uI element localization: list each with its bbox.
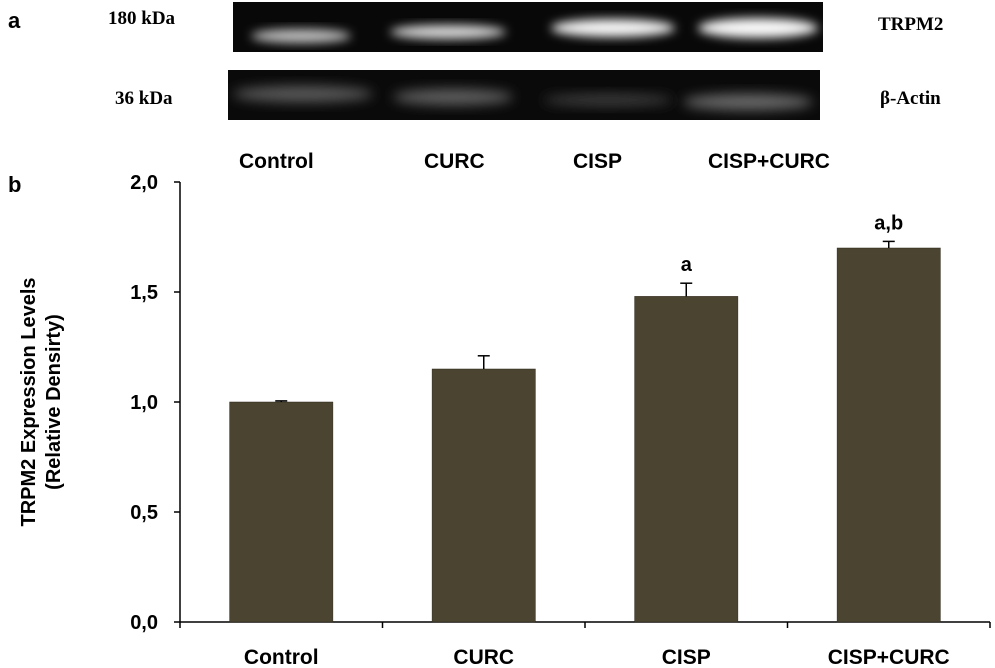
- actin-size-label: 36 kDa: [115, 88, 173, 109]
- bar-curc: [431, 368, 536, 623]
- lane-label-curc: CURC: [424, 150, 485, 173]
- significance-annotation: a,b: [874, 212, 903, 234]
- x-category-label: CISP: [662, 646, 711, 668]
- y-tick-label: 0,5: [130, 502, 158, 524]
- y-axis-label-line2: (Relative Densirty): [43, 314, 65, 490]
- actin-band-cisp: [543, 94, 673, 106]
- trpm2-blot-bands: [251, 18, 818, 43]
- actin-blot-bands: [233, 86, 813, 110]
- lane-label-control: Control: [239, 150, 314, 173]
- lane-label-cisp-curc: CISP+CURC: [708, 150, 830, 173]
- trpm2-band-control: [251, 29, 351, 43]
- bar-cisp-curc: [836, 247, 941, 623]
- panel-a-letter: a: [8, 8, 21, 33]
- y-axis-label-line1: TRPM2 Expression Levels: [18, 278, 40, 527]
- trpm2-band-cisp: [551, 19, 675, 37]
- x-category-label: CISP+CURC: [828, 646, 950, 668]
- y-tick-label: 1,0: [130, 392, 158, 414]
- bar-cisp: [634, 296, 739, 623]
- actin-band-control: [233, 86, 373, 102]
- trpm2-band-curc: [390, 25, 506, 39]
- actin-blot-image: [228, 70, 820, 120]
- trpm2-blot-image: [233, 2, 823, 52]
- lane-label-cisp: CISP: [573, 150, 623, 173]
- y-tick-label: 0,0: [130, 612, 158, 634]
- panel-b-letter: b: [8, 172, 22, 197]
- significance-annotation: a: [681, 254, 693, 276]
- actin-band-curc: [393, 89, 513, 105]
- actin-band-cisp-curc: [683, 94, 813, 110]
- actin-protein-label: β-Actin: [880, 88, 941, 109]
- bar-control: [229, 401, 334, 623]
- y-tick-label: 2,0: [130, 172, 158, 194]
- x-category-label: Control: [244, 646, 319, 668]
- x-category-label: CURC: [453, 646, 514, 668]
- chart-bars: [229, 240, 941, 623]
- trpm2-band-cisp-curc: [698, 18, 818, 38]
- y-tick-label: 1,5: [130, 282, 158, 304]
- trpm2-size-label: 180 kDa: [108, 8, 176, 29]
- chart-labels: 0,0 0,5 1,0 1,5 2,0 Control CURC a CISP a,b CISP+C…: [18, 172, 950, 668]
- trpm2-protein-label: TRPM2: [878, 14, 944, 35]
